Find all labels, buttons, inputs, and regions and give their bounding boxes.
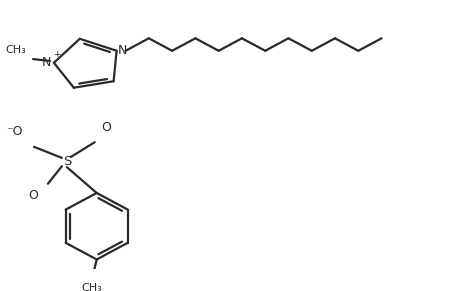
- Text: CH₃: CH₃: [5, 45, 26, 55]
- Text: O: O: [28, 189, 38, 202]
- Text: S: S: [63, 155, 71, 168]
- Text: N: N: [41, 56, 51, 69]
- Text: O: O: [101, 121, 111, 134]
- Text: N: N: [117, 44, 127, 57]
- Text: +: +: [53, 50, 61, 59]
- Text: CH₃: CH₃: [81, 283, 102, 291]
- Text: ⁻O: ⁻O: [6, 125, 23, 139]
